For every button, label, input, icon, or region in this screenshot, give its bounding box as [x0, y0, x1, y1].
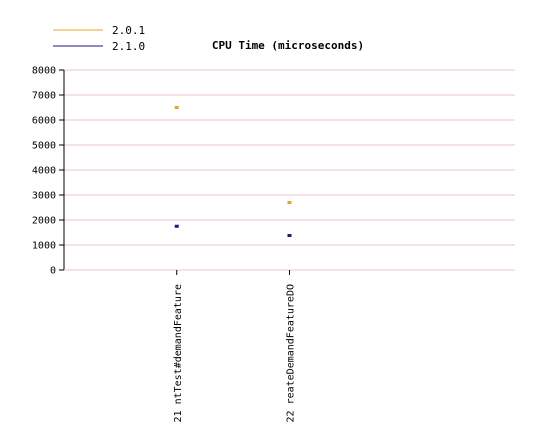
data-point: [174, 106, 179, 109]
y-tick-label: 8000: [32, 66, 56, 77]
data-point: [287, 201, 292, 204]
data-point: [174, 224, 179, 228]
legend-label: 2.0.1: [112, 24, 145, 37]
y-tick-label: 2000: [32, 216, 56, 227]
y-tick-label: 4000: [32, 166, 56, 177]
legend-label: 2.1.0: [112, 40, 145, 53]
y-tick-label: 7000: [32, 91, 56, 102]
chart-title: CPU Time (microseconds): [212, 39, 364, 52]
data-point: [287, 234, 292, 237]
y-tick-label: 0: [50, 266, 56, 277]
y-tick-label: 3000: [32, 191, 56, 202]
gridlines: [64, 69, 515, 246]
x-tick-label: 21 ntTest#demandFeature: [173, 284, 184, 422]
x-tick-labels: 21 ntTest#demandFeature 22 reateDemandFea…: [173, 284, 297, 422]
legend: 2.0.1 2.1.0: [53, 24, 145, 53]
axes: [59, 69, 515, 275]
x-tick-label: 22 reateDemandFeatureDO: [286, 284, 297, 422]
y-tick-label: 5000: [32, 141, 56, 152]
y-tick-label: 6000: [32, 116, 56, 127]
y-tick-label: 1000: [32, 241, 56, 252]
y-tick-labels: 0 1000 2000 3000 4000 5000 6000 7000 8000: [32, 66, 56, 277]
data-points: [174, 106, 292, 237]
